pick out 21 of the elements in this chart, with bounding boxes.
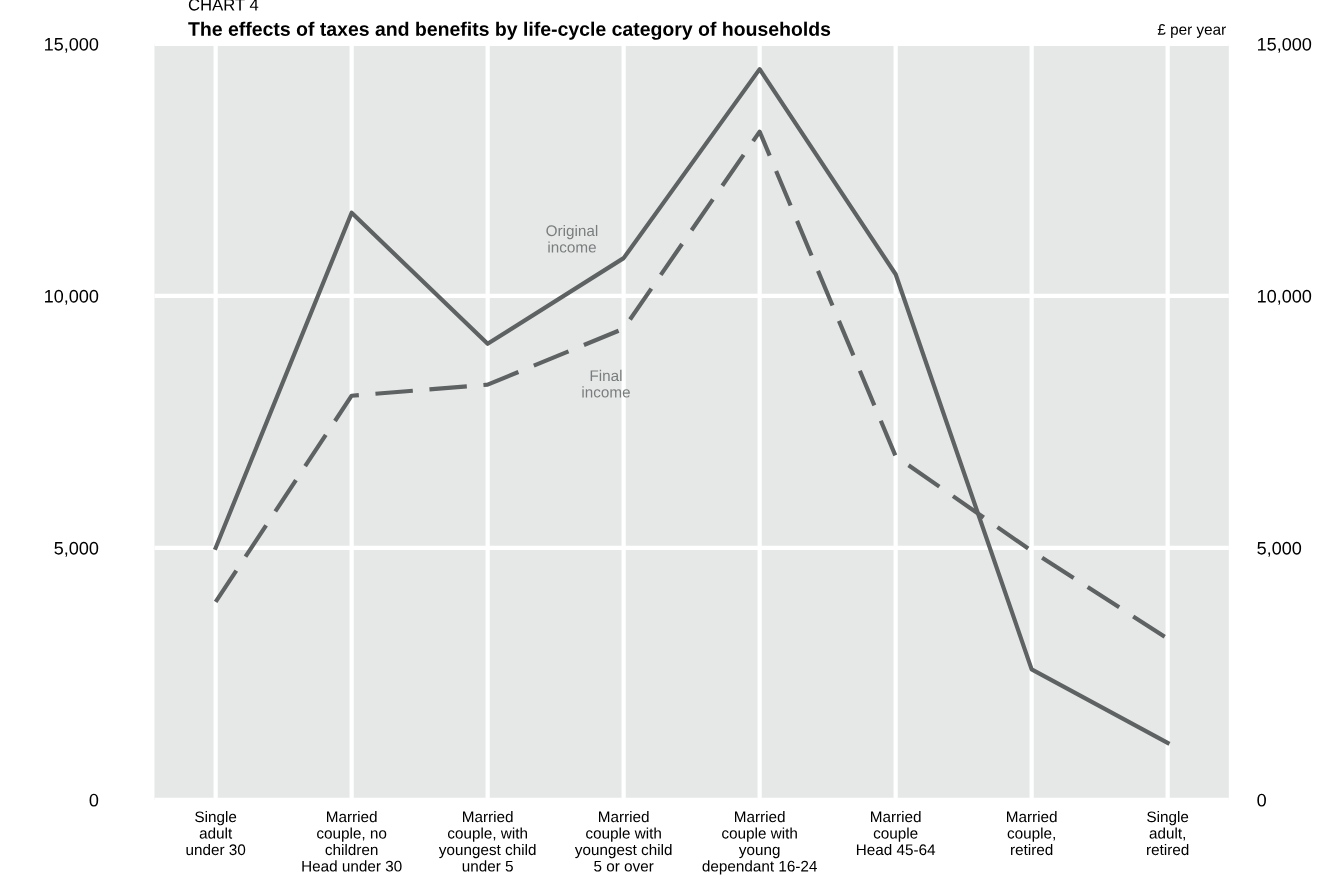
x-tick-label: Married couple Head 45-64 (856, 811, 936, 856)
series-label: Final income (582, 369, 630, 398)
y-tick-label: 15,000 (45, 37, 99, 53)
y-tick-label: 10,000 (45, 289, 99, 305)
y2-tick-label: 10,000 (1258, 289, 1312, 305)
series-label: Original income (546, 224, 598, 253)
y2-tick-label: 5,000 (1257, 541, 1302, 557)
y-tick-label: 5,000 (54, 541, 99, 557)
x-tick-label: Married couple, retired (1007, 811, 1057, 856)
y2-tick-label: 0 (1257, 793, 1266, 807)
line-series (213, 67, 1170, 746)
x-tick-label: Single adult under 30 (186, 811, 246, 856)
chart-title: The effects of taxes and benefits by life-cycle category of households (188, 21, 831, 40)
x-tick-label: Married couple with youngest child 5 or over (574, 811, 672, 872)
text: £ per year (1157, 24, 1226, 38)
x-tick-label: Married couple, with youngest child under 5 (438, 811, 536, 872)
x-tick-label: Married couple, no children Head under 30 (302, 811, 402, 872)
x-tick-label: Single adult, retired (1147, 811, 1189, 856)
x-tick-label: Married couple with young dependant 16-24 (702, 811, 817, 875)
y2-tick-label: 15,000 (1258, 37, 1312, 53)
y-tick-label: 0 (89, 793, 99, 807)
